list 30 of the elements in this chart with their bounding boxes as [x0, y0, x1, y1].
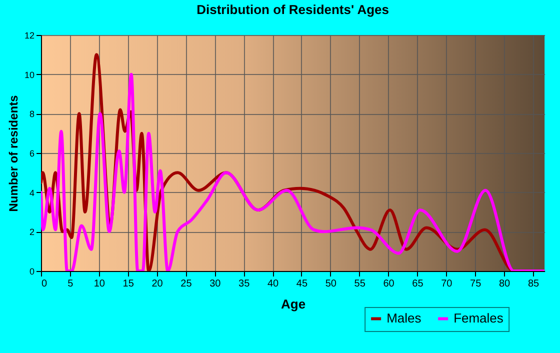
y-tick-label: 4	[30, 188, 34, 198]
x-tick-label: 45	[296, 278, 308, 290]
x-tick-label: 15	[122, 278, 134, 290]
y-tick-label: 0	[30, 266, 34, 276]
x-tick-label: 40	[267, 278, 280, 290]
legend-label: Females	[454, 310, 504, 326]
y-tick-label: 8	[30, 109, 34, 120]
x-tick-label: 35	[238, 278, 250, 290]
y-tick-label: 6	[30, 148, 34, 158]
x-tick-label: 30	[210, 278, 222, 290]
x-tick-label: 60	[383, 278, 395, 290]
x-tick-label: 25	[180, 278, 192, 290]
y-tick-label: 10	[24, 70, 34, 80]
x-tick-label: 5	[68, 278, 74, 290]
x-tick-label: 65	[412, 278, 424, 290]
x-tick-label: 75	[470, 278, 482, 290]
x-tick-label: 85	[528, 278, 540, 290]
chart-title: Distribution of Residents' Ages	[196, 2, 389, 18]
x-tick-label: 70	[441, 278, 453, 290]
legend-label: Males	[386, 310, 422, 326]
x-tick-label: 80	[498, 278, 511, 290]
y-tick-label: 12	[24, 30, 34, 41]
x-tick-label: 0	[42, 278, 48, 290]
x-tick-label: 50	[325, 278, 337, 290]
x-axis-title: Age	[281, 296, 306, 312]
x-tick-label: 20	[152, 278, 164, 290]
x-tick-label: 10	[94, 278, 106, 290]
y-tick-label: 2	[30, 227, 34, 238]
x-tick-label: 55	[354, 278, 366, 290]
y-axis-title: Number of residents	[6, 94, 20, 212]
